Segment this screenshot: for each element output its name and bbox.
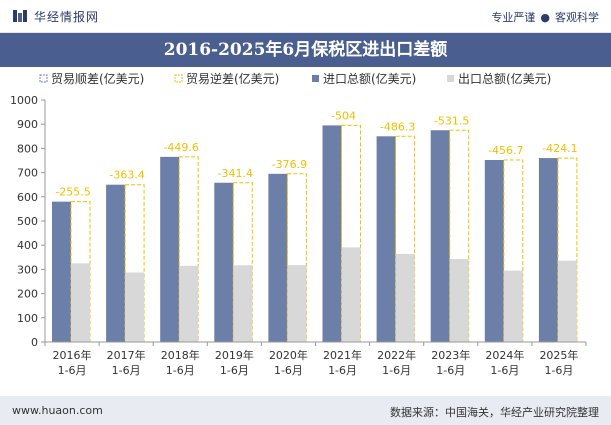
y-tick-label: 200 — [17, 288, 38, 301]
y-tick-label: 400 — [17, 239, 38, 252]
x-tick-label: 2020年 1-6月 — [269, 348, 308, 377]
legend-import: 进口总额(亿美元) — [323, 71, 416, 86]
x-tick-label: 2021年 1-6月 — [323, 348, 362, 377]
export-bar — [71, 263, 90, 342]
import-bar — [376, 136, 396, 342]
deficit-value-label: -376.9 — [272, 158, 307, 171]
export-bar — [287, 265, 307, 342]
footer-url[interactable]: www.huaon.com — [12, 404, 103, 417]
y-tick-label: 500 — [17, 215, 38, 228]
y-tick-label: 600 — [17, 191, 38, 204]
chart: 贸易顺差(亿美元) 贸易逆差(亿美元) 进口总额(亿美元) 出口总额(亿美元) 0 10… — [10, 71, 587, 377]
x-axis: 2016年 1-6月 2017年 1-6月 2018年 1-6月 2019年 1-6月 2020… — [44, 341, 587, 377]
slogan: 专业严谨 ● 客观科学 — [491, 9, 599, 25]
huajing-logo-icon — [13, 10, 27, 22]
slogan-right: 客观科学 — [555, 11, 599, 24]
export-bar — [503, 270, 523, 342]
slogan-left: 专业严谨 — [491, 11, 536, 24]
bars: -255.5 -363.4 -449.6 -341.4 -376.9 -504 -486.3… — [52, 109, 578, 343]
import-bar — [160, 156, 180, 342]
brand[interactable]: 华经情报网 — [12, 7, 99, 25]
import-bar — [430, 130, 450, 342]
legend-swatch-surplus — [39, 74, 48, 83]
deficit-bar — [124, 184, 145, 343]
x-tick-label: 2016年 1-6月 — [53, 348, 92, 377]
slogan-dot-icon: ● — [540, 11, 550, 24]
export-bar — [125, 272, 145, 342]
deficit-value-label: -341.4 — [218, 167, 253, 180]
x-tick-label: 2018年 1-6月 — [161, 348, 200, 377]
import-bar — [214, 182, 234, 342]
footer: www.huaon.com 数据来源：中国海关，华经产业研究院整理 — [0, 396, 611, 425]
x-tick-label: 2025年 1-6月 — [539, 348, 578, 377]
deficit-bar — [341, 124, 361, 343]
x-tick-label: 2024年 1-6月 — [485, 348, 524, 377]
legend: 贸易顺差(亿美元) 贸易逆差(亿美元) 进口总额(亿美元) 出口总额(亿美元) — [39, 71, 551, 86]
legend-swatch-export — [447, 75, 454, 82]
deficit-value-label: -449.6 — [163, 141, 198, 154]
import-bar — [484, 160, 504, 342]
deficit-value-label: -363.4 — [109, 169, 144, 182]
export-bar — [449, 258, 469, 342]
export-bar — [557, 260, 577, 342]
footer-source: 数据来源：中国海关，华经产业研究院整理 — [390, 406, 599, 419]
export-bar — [179, 265, 199, 342]
export-bar — [395, 253, 415, 342]
y-tick-label: 100 — [17, 312, 38, 325]
x-tick-label: 2022年 1-6月 — [377, 348, 416, 377]
y-tick-label: 800 — [17, 142, 38, 155]
legend-deficit: 贸易逆差(亿美元) — [186, 71, 279, 86]
deficit-bar — [286, 173, 307, 343]
y-tick-label: 0 — [31, 336, 38, 349]
export-bar — [341, 247, 361, 342]
import-bar — [268, 173, 288, 342]
deficit-value-label: -424.1 — [542, 142, 577, 155]
legend-surplus: 贸易顺差(亿美元) — [51, 71, 144, 86]
x-tick-label: 2017年 1-6月 — [107, 348, 146, 377]
import-bar — [52, 201, 71, 342]
deficit-value-label: -486.3 — [380, 120, 415, 133]
legend-swatch-import — [312, 75, 319, 82]
deficit-value-label: -531.5 — [434, 114, 469, 127]
top-bar: 华经情报网 专业严谨 ● 客观科学 — [0, 0, 611, 33]
import-bar — [538, 158, 558, 342]
x-tick-label: 2023年 1-6月 — [431, 348, 470, 377]
y-tick-label: 1000 — [10, 94, 38, 107]
y-tick-label: 900 — [17, 118, 38, 131]
export-bar — [233, 265, 253, 342]
brand-name: 华经情报网 — [34, 9, 100, 24]
import-bar — [322, 125, 342, 342]
y-tick-label: 700 — [17, 167, 38, 180]
deficit-value-label: -456.7 — [488, 144, 523, 157]
chart-title: 2016-2025年6月保税区进出口差额 — [0, 33, 611, 67]
import-bar — [106, 184, 126, 342]
legend-swatch-deficit — [174, 74, 183, 83]
deficit-value-label: -255.5 — [55, 186, 90, 199]
x-tick-label: 2019年 1-6月 — [215, 348, 254, 377]
legend-export: 出口总额(亿美元) — [458, 71, 551, 86]
y-tick-label: 300 — [17, 263, 38, 276]
deficit-value-label: -504 — [331, 109, 356, 122]
y-axis: 0 100 200 300 400 500 600 700 800 900 1000 — [10, 94, 46, 349]
